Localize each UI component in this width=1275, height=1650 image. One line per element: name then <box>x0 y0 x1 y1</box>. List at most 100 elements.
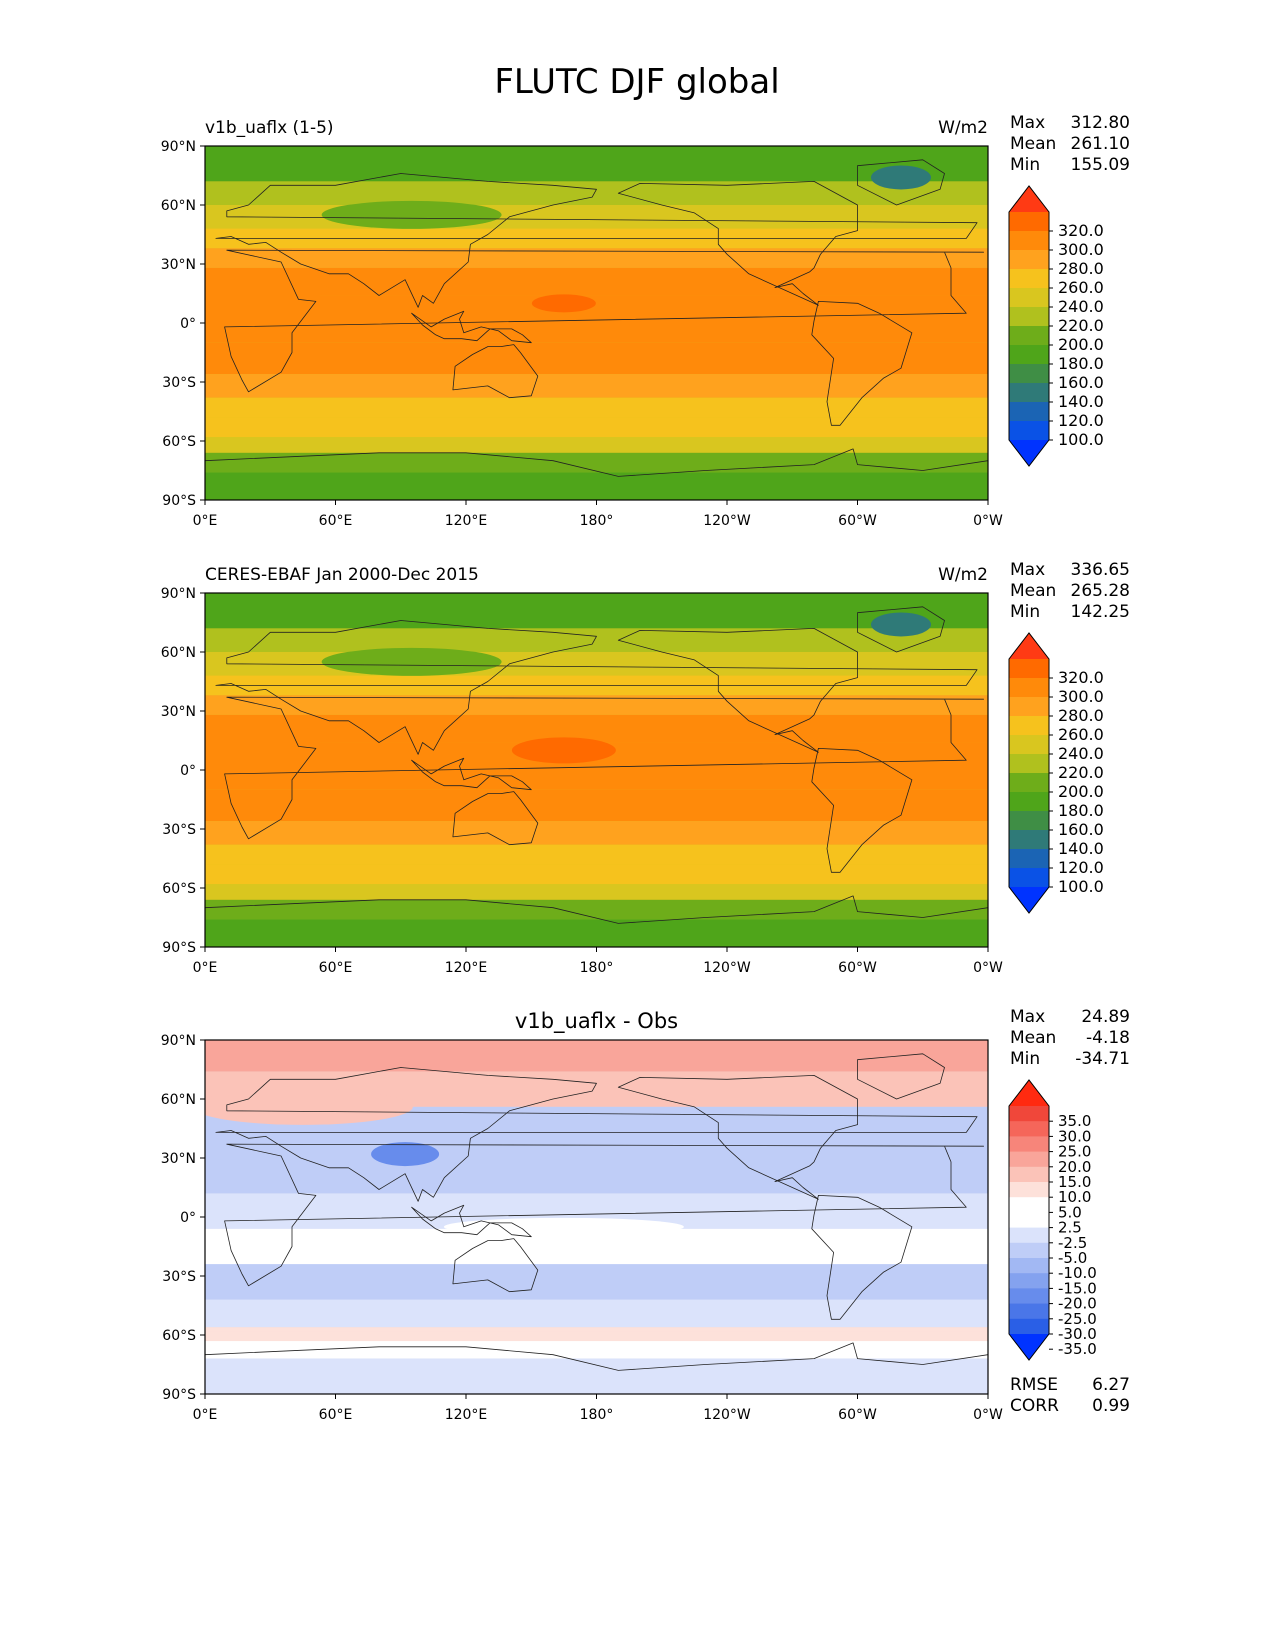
colorbar-segment <box>1009 1212 1049 1229</box>
lon-tick-label: 120°W <box>703 1407 751 1423</box>
lon-tick-label: 60°E <box>319 513 353 529</box>
stat-value: 0.99 <box>1092 1396 1130 1416</box>
lon-tick-label: 0°E <box>193 513 218 529</box>
colorbar-segment <box>1009 186 1049 212</box>
lat-tick-label: 60°S <box>162 881 196 897</box>
colorbar-tick-label: 15.0 <box>1058 1173 1091 1191</box>
colorbar-segment <box>1009 633 1049 659</box>
colorbar-tick-label: 140.0 <box>1058 839 1104 858</box>
lon-tick-label: 0°W <box>973 513 1003 529</box>
units-label: W/m2 <box>938 118 988 138</box>
colorbar-segment <box>1009 1288 1049 1305</box>
colorbar-tick-label: 160.0 <box>1058 373 1104 392</box>
colorbar-segment <box>1009 402 1049 422</box>
lon-tick-label: 60°E <box>319 960 353 976</box>
colorbar: 320.0300.0280.0260.0240.0220.0200.0180.0… <box>1008 632 1104 914</box>
colorbar-segment <box>1009 849 1049 869</box>
lon-tick-label: 60°E <box>319 1407 353 1423</box>
colorbar-segment <box>1009 383 1049 403</box>
colorbar-segment <box>1009 1258 1049 1274</box>
lat-tick-label: 30°N <box>161 257 196 273</box>
lat-tick-label: 0° <box>180 1210 196 1226</box>
colorbar-segment <box>1009 716 1049 736</box>
stat-label: Min <box>1010 602 1040 622</box>
map-field <box>205 1040 988 1394</box>
figure-title: FLUTC DJF global <box>494 62 779 102</box>
stat-value: -4.18 <box>1086 1028 1130 1048</box>
panel-title: v1b_uaflx - Obs <box>515 1009 678 1034</box>
lon-tick-label: 180° <box>580 513 614 529</box>
colorbar-tick-label: 120.0 <box>1058 858 1104 877</box>
lat-tick-label: 60°N <box>161 198 196 214</box>
lat-tick-label: 30°S <box>162 822 196 838</box>
stat-value: 265.28 <box>1071 581 1130 601</box>
colorbar-segment <box>1009 659 1049 679</box>
colorbar-segment <box>1009 1273 1049 1289</box>
colorbar-segment <box>1009 345 1049 365</box>
colorbar-tick-label: -2.5 <box>1058 1234 1087 1252</box>
panel-title: CERES-EBAF Jan 2000-Dec 2015 <box>205 565 479 585</box>
stat-label: CORR <box>1010 1396 1059 1416</box>
lat-tick-label: 60°N <box>161 1092 196 1108</box>
colorbar-tick-label: 200.0 <box>1058 782 1104 801</box>
colorbar-segment <box>1009 1106 1049 1122</box>
colorbar-segment <box>1009 269 1049 289</box>
map-panel-3: 90°N 60°N 30°N 0° 30°S 60°S 90°S 0°E 60°E 120°E 18… <box>161 1007 1130 1423</box>
map-panel-1: 90°N 60°N 30°N 0° 30°S 60°S 90°S 0°E 60°E 120°E 18… <box>161 113 1130 529</box>
colorbar-tick-label: 320.0 <box>1058 221 1104 240</box>
colorbar-tick-label: -30.0 <box>1058 1325 1097 1343</box>
panel-title: v1b_uaflx (1-5) <box>205 118 334 138</box>
colorbar-tick-label: -20.0 <box>1058 1295 1097 1313</box>
colorbar-tick-label: 240.0 <box>1058 744 1104 763</box>
lat-tick-label: 90°S <box>162 493 196 509</box>
stat-label: Max <box>1010 1007 1045 1027</box>
colorbar-segment <box>1009 1197 1049 1213</box>
lon-tick-label: 0°W <box>973 960 1003 976</box>
lat-tick-label: 60°S <box>162 1328 196 1344</box>
colorbar-segment <box>1009 212 1049 232</box>
colorbar-tick-label: 20.0 <box>1058 1158 1091 1176</box>
colorbar-segment <box>1009 231 1049 251</box>
colorbar-tick-label: 280.0 <box>1058 259 1104 278</box>
colorbar-segment <box>1009 1242 1049 1259</box>
colorbar-segment <box>1009 1166 1049 1183</box>
colorbar-tick-label: 100.0 <box>1058 877 1104 896</box>
stat-label: Min <box>1010 1049 1040 1069</box>
colorbar-segment <box>1009 1136 1049 1153</box>
colorbar-segment <box>1009 1318 1049 1335</box>
units-label: W/m2 <box>938 565 988 585</box>
colorbar-tick-label: 120.0 <box>1058 411 1104 430</box>
colorbar-tick-label: 200.0 <box>1058 335 1104 354</box>
colorbar-tick-label: -5.0 <box>1058 1249 1087 1267</box>
colorbar-tick-label: 300.0 <box>1058 240 1104 259</box>
colorbar-tick-label: 260.0 <box>1058 278 1104 297</box>
colorbar-tick-label: 220.0 <box>1058 763 1104 782</box>
colorbar-segment <box>1009 887 1049 913</box>
colorbar-tick-label: 10.0 <box>1058 1188 1091 1206</box>
stat-value: 6.27 <box>1092 1375 1130 1395</box>
colorbar-tick-label: 100.0 <box>1058 430 1104 449</box>
lon-tick-label: 180° <box>580 960 614 976</box>
colorbar-segment <box>1009 1151 1049 1168</box>
colorbar-segment <box>1009 792 1049 812</box>
stat-value: -34.71 <box>1075 1049 1130 1069</box>
colorbar-tick-label: 220.0 <box>1058 316 1104 335</box>
map-field <box>205 593 988 947</box>
stat-value: 24.89 <box>1081 1007 1130 1027</box>
lon-tick-label: 0°W <box>973 1407 1003 1423</box>
colorbar-tick-label: 25.0 <box>1058 1143 1091 1161</box>
stat-value: 261.10 <box>1071 134 1130 154</box>
map-field <box>205 146 988 500</box>
lat-tick-label: 60°S <box>162 434 196 450</box>
colorbar-segment <box>1009 1334 1049 1360</box>
stat-label: Min <box>1010 155 1040 175</box>
lat-tick-label: 0° <box>180 763 196 779</box>
stat-value: 155.09 <box>1071 155 1130 175</box>
stat-label: Mean <box>1010 581 1056 601</box>
lat-tick-label: 90°N <box>161 586 196 602</box>
colorbar-tick-label: 240.0 <box>1058 297 1104 316</box>
colorbar-segment <box>1009 364 1049 384</box>
lon-tick-label: 120°W <box>703 960 751 976</box>
lat-tick-label: 90°N <box>161 1033 196 1049</box>
